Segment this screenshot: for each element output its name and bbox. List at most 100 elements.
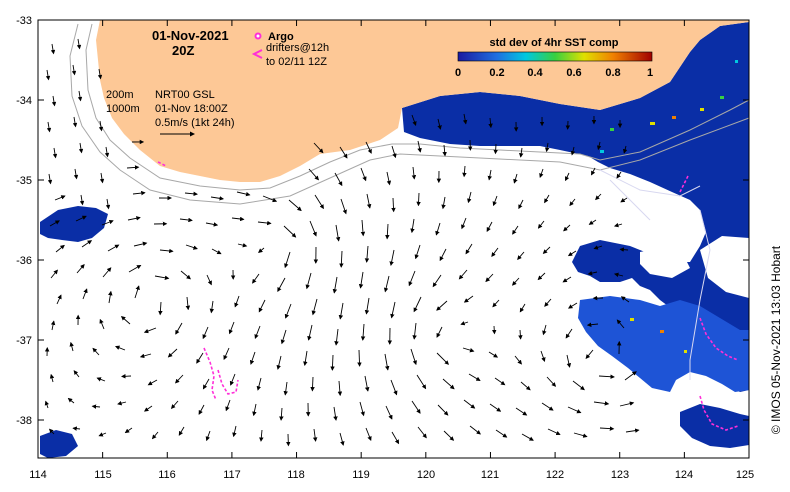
current-arrow-icon (96, 377, 106, 382)
colorbar: std dev of 4hr SST comp 0 0.2 0.4 0.6 0.… (455, 37, 653, 79)
current-arrow-icon (54, 195, 66, 201)
current-arrow-icon (413, 296, 422, 313)
current-arrow-icon (120, 316, 131, 325)
current-arrow-icon (332, 276, 338, 294)
current-arrow-icon (488, 117, 493, 129)
current-arrow-icon (305, 272, 312, 290)
current-arrow-icon (71, 64, 77, 76)
current-arrow-icon (159, 248, 174, 254)
sst-patch-southwest (40, 430, 78, 458)
current-arrow-icon (411, 166, 417, 180)
current-arrow-icon (359, 401, 365, 417)
current-arrow-icon (127, 216, 141, 221)
current-arrow-icon (616, 171, 622, 179)
current-arrow-icon (563, 224, 571, 232)
current-arrow-icon (67, 397, 75, 404)
current-arrow-icon (334, 328, 339, 346)
current-arrow-icon (198, 404, 205, 415)
current-arrow-icon (91, 404, 101, 409)
current-arrow-icon (439, 248, 447, 262)
argo-marker-icon (254, 32, 262, 40)
current-arrow-icon (211, 248, 222, 255)
scale-label: 0.5m/s (1kt 24h) (155, 117, 234, 129)
current-arrow-icon (441, 196, 446, 210)
lon-label: 123 (611, 469, 629, 481)
current-arrow-icon (566, 354, 572, 368)
current-arrow-icon (458, 269, 468, 280)
current-arrow-icon (339, 432, 345, 446)
current-arrow-icon (167, 348, 178, 358)
current-arrow-icon (232, 425, 237, 438)
lat-label: -35 (16, 175, 32, 187)
current-arrow-icon (417, 140, 422, 153)
current-arrow-icon (542, 324, 547, 336)
current-arrow-icon (124, 427, 133, 434)
product-name: NRT00 GSL (155, 89, 215, 101)
argo-label: Argo (268, 31, 294, 43)
drifter-track-5 (699, 395, 739, 431)
current-arrow-icon (544, 194, 550, 204)
current-arrow-icon (97, 68, 103, 80)
current-arrow-icon (410, 348, 417, 366)
current-arrow-icon (337, 380, 343, 397)
current-arrow-icon (461, 217, 467, 230)
current-arrow-icon (133, 241, 148, 247)
current-arrow-icon (624, 371, 637, 381)
current-arrow-icon (307, 324, 313, 341)
current-arrow-icon (47, 173, 53, 185)
current-arrow-icon (258, 299, 266, 313)
current-arrow-icon (417, 426, 427, 439)
current-arrow-icon (175, 374, 184, 384)
current-arrow-icon (73, 370, 80, 378)
colorbar-title: std dev of 4hr SST comp (490, 37, 619, 49)
current-arrow-icon (432, 274, 442, 288)
current-arrow-icon (205, 430, 211, 442)
current-arrow-icon (308, 168, 320, 181)
current-arrow-icon (620, 296, 630, 303)
drifters-period-label: to 02/11 12Z (266, 56, 327, 68)
sst-gap (640, 248, 690, 278)
current-arrow-icon (170, 400, 179, 410)
current-arrow-icon (391, 197, 396, 213)
current-arrow-icon (257, 220, 272, 226)
current-arrow-icon (619, 247, 629, 252)
current-arrow-icon (277, 277, 286, 293)
current-arrow-icon (339, 250, 344, 268)
current-arrow-icon (303, 350, 308, 367)
current-arrow-icon (544, 142, 550, 153)
sst-gap-east (700, 236, 749, 298)
current-arrow-icon (81, 240, 93, 248)
current-arrow-icon (436, 326, 443, 338)
current-arrow-icon (437, 404, 449, 416)
current-arrow-icon (521, 433, 534, 441)
current-arrow-icon (115, 345, 126, 351)
current-arrow-icon (410, 218, 415, 234)
current-arrow-icon (511, 277, 520, 286)
current-arrow-icon (101, 219, 114, 226)
colorbar-tick: 0.6 (566, 67, 581, 79)
current-arrow-icon (462, 165, 467, 178)
current-arrow-icon (312, 428, 318, 442)
credit-text: © IMOS 05-Nov-2021 13:03 Hobart (769, 245, 783, 434)
current-arrow-icon (228, 321, 235, 335)
current-arrow-icon (463, 399, 476, 409)
current-arrow-icon (98, 432, 107, 437)
current-arrow-icon (491, 247, 499, 257)
current-arrow-icon (50, 320, 56, 331)
current-arrow-icon (364, 245, 370, 263)
current-arrow-icon (333, 406, 338, 421)
current-arrow-icon (143, 327, 157, 334)
current-arrow-icon (385, 405, 393, 420)
colorbar-tick: 0.4 (527, 67, 543, 79)
current-arrow-icon (262, 195, 278, 203)
lat-label: -33 (16, 15, 32, 27)
current-arrow-icon (284, 251, 291, 269)
contour-1000-label: 1000m (106, 103, 140, 115)
current-arrow-icon (518, 199, 524, 210)
current-arrow-icon (283, 225, 297, 238)
current-arrow-icon (237, 243, 248, 248)
current-arrow-icon (412, 322, 417, 340)
current-arrow-icon (284, 303, 292, 319)
latitude-labels: -33 -34 -35 -36 -37 -38 (16, 15, 32, 427)
lat-label: -36 (16, 255, 32, 267)
